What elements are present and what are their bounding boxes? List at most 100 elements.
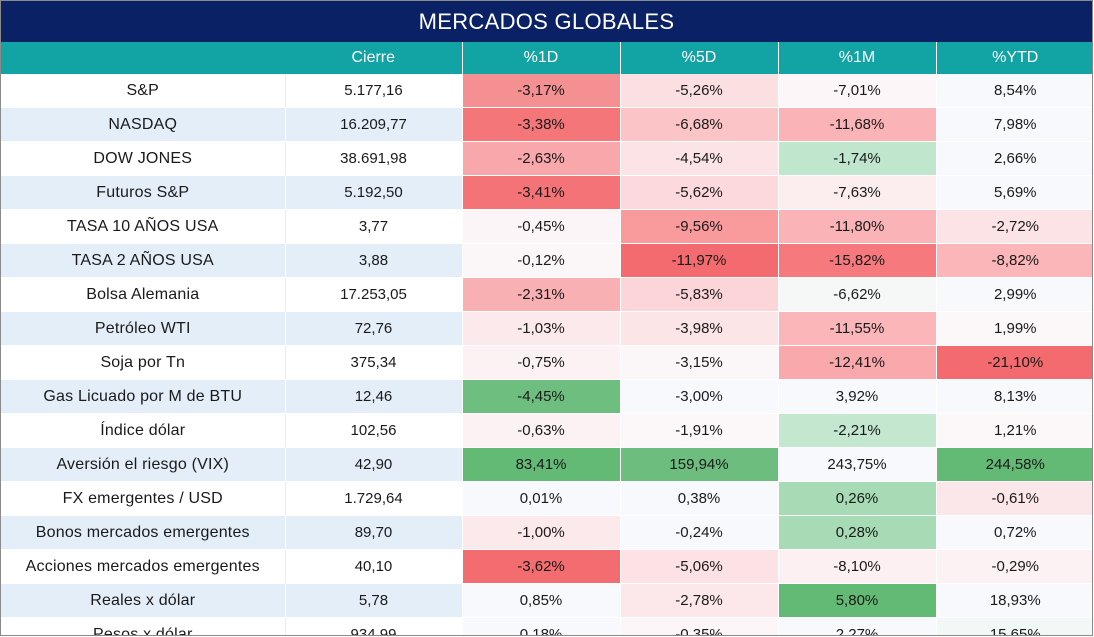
instrument-name-cell: FX emergentes / USD (1, 481, 286, 516)
pct-1m-cell: -8,10% (778, 549, 937, 584)
pct-1m-cell: 0,26% (778, 481, 937, 516)
pct-ytd-cell: 7,98% (936, 107, 1092, 142)
close-value-cell: 16.209,77 (285, 107, 463, 142)
table-row: Aversión el riesgo (VIX) 42,90 83,41% 159,9… (1, 447, 1092, 482)
close-value-cell: 5.177,16 (285, 74, 463, 108)
pct-ytd-cell: 15,65% (936, 617, 1092, 635)
pct-5d-cell: -3,00% (620, 379, 779, 414)
close-value-cell: 5.192,50 (285, 175, 463, 210)
pct-1d-cell: -3,62% (462, 549, 621, 584)
instrument-name-cell: Índice dólar (1, 413, 286, 448)
close-value-cell: 1.729,64 (285, 481, 463, 516)
pct-1d-cell: -3,41% (462, 175, 621, 210)
pct-1m-cell: 5,80% (778, 583, 937, 618)
close-value-cell: 42,90 (285, 447, 463, 482)
table-row: Reales x dólar 5,78 0,85% -2,78% 5,80% 18,93% (1, 583, 1092, 618)
pct-ytd-cell: 8,13% (936, 379, 1092, 414)
pct-1m-cell: -1,74% (778, 141, 937, 176)
table-row: TASA 2 AÑOS USA 3,88 -0,12% -11,97% -15,82% -… (1, 243, 1092, 278)
table-row: TASA 10 AÑOS USA 3,77 -0,45% -9,56% -11,80% -… (1, 209, 1092, 244)
instrument-name-cell: Bonos mercados emergentes (1, 515, 286, 550)
close-value-cell: 3,77 (285, 209, 463, 244)
close-value-cell: 934,99 (285, 617, 463, 635)
close-value-cell: 5,78 (285, 583, 463, 618)
pct-1m-cell: -15,82% (778, 243, 937, 278)
header-1m: %1M (778, 42, 937, 74)
pct-ytd-cell: 18,93% (936, 583, 1092, 618)
pct-ytd-cell: -21,10% (936, 345, 1092, 380)
pct-5d-cell: 159,94% (620, 447, 779, 482)
pct-5d-cell: -4,54% (620, 141, 779, 176)
pct-ytd-cell: -0,61% (936, 481, 1092, 516)
instrument-name-cell: NASDAQ (1, 107, 286, 142)
pct-5d-cell: -11,97% (620, 243, 779, 278)
pct-1m-cell: -11,55% (778, 311, 937, 346)
header-ytd: %YTD (936, 42, 1092, 74)
header-5d: %5D (620, 42, 779, 74)
close-value-cell: 12,46 (285, 379, 463, 414)
pct-5d-cell: -2,78% (620, 583, 779, 618)
table-row: Bonos mercados emergentes 89,70 -1,00% -0,2… (1, 515, 1092, 550)
pct-1d-cell: -0,45% (462, 209, 621, 244)
instrument-name-cell: TASA 10 AÑOS USA (1, 209, 286, 244)
pct-5d-cell: 0,38% (620, 481, 779, 516)
pct-5d-cell: -5,83% (620, 277, 779, 312)
instrument-name-cell: Petróleo WTI (1, 311, 286, 346)
pct-1d-cell: -3,17% (462, 74, 621, 108)
pct-5d-cell: -9,56% (620, 209, 779, 244)
pct-ytd-cell: 1,99% (936, 311, 1092, 346)
close-value-cell: 89,70 (285, 515, 463, 550)
pct-1m-cell: -11,80% (778, 209, 937, 244)
header-cierre: Cierre (285, 42, 463, 74)
pct-ytd-cell: 1,21% (936, 413, 1092, 448)
pct-1d-cell: -1,03% (462, 311, 621, 346)
pct-1d-cell: -2,31% (462, 277, 621, 312)
table-row: FX emergentes / USD 1.729,64 0,01% 0,38% 0,2… (1, 481, 1092, 516)
pct-1m-cell: -7,01% (778, 74, 937, 108)
table-row: DOW JONES 38.691,98 -2,63% -4,54% -1,74% 2,66… (1, 141, 1092, 176)
pct-ytd-cell: -2,72% (936, 209, 1092, 244)
table-row: Futuros S&P 5.192,50 -3,41% -5,62% -7,63% 5,6… (1, 175, 1092, 210)
pct-1m-cell: 0,28% (778, 515, 937, 550)
title-text: MERCADOS GLOBALES (418, 8, 675, 34)
pct-ytd-cell: -8,82% (936, 243, 1092, 278)
table-row: Acciones mercados emergentes 40,10 -3,62% -… (1, 549, 1092, 584)
pct-1m-cell: 243,75% (778, 447, 937, 482)
instrument-name-cell: Reales x dólar (1, 583, 286, 618)
close-value-cell: 102,56 (285, 413, 463, 448)
pct-5d-cell: -5,26% (620, 74, 779, 108)
markets-table: Cierre %1D %5D %1M %YTD S&P 5.177,16 -3,17… (1, 42, 1092, 635)
header-1d: %1D (462, 42, 621, 74)
pct-1m-cell: -2,21% (778, 413, 937, 448)
instrument-name-cell: Futuros S&P (1, 175, 286, 210)
pct-5d-cell: -1,91% (620, 413, 779, 448)
pct-5d-cell: -5,62% (620, 175, 779, 210)
pct-1d-cell: -0,12% (462, 243, 621, 278)
close-value-cell: 3,88 (285, 243, 463, 278)
instrument-name-cell: Acciones mercados emergentes (1, 549, 286, 584)
pct-ytd-cell: 2,66% (936, 141, 1092, 176)
pct-1d-cell: 0,85% (462, 583, 621, 618)
pct-1m-cell: -12,41% (778, 345, 937, 380)
pct-1m-cell: -7,63% (778, 175, 937, 210)
pct-1m-cell: -11,68% (778, 107, 937, 142)
pct-1d-cell: -0,63% (462, 413, 621, 448)
table-title: MERCADOS GLOBALES (1, 1, 1092, 42)
pct-1d-cell: -2,63% (462, 141, 621, 176)
pct-ytd-cell: 2,99% (936, 277, 1092, 312)
instrument-name-cell: Bolsa Alemania (1, 277, 286, 312)
close-value-cell: 38.691,98 (285, 141, 463, 176)
pct-5d-cell: -5,06% (620, 549, 779, 584)
instrument-name-cell: Pesos x dólar (1, 617, 286, 635)
close-value-cell: 17.253,05 (285, 277, 463, 312)
header-row: Cierre %1D %5D %1M %YTD (1, 42, 1092, 74)
pct-1d-cell: -3,38% (462, 107, 621, 142)
close-value-cell: 375,34 (285, 345, 463, 380)
instrument-name-cell: Soja por Tn (1, 345, 286, 380)
pct-1d-cell: -4,45% (462, 379, 621, 414)
pct-5d-cell: -3,15% (620, 345, 779, 380)
table-row: Soja por Tn 375,34 -0,75% -3,15% -12,41% -21,… (1, 345, 1092, 380)
table-row: NASDAQ 16.209,77 -3,38% -6,68% -11,68% 7,98% (1, 107, 1092, 142)
instrument-name-cell: Gas Licuado por M de BTU (1, 379, 286, 414)
